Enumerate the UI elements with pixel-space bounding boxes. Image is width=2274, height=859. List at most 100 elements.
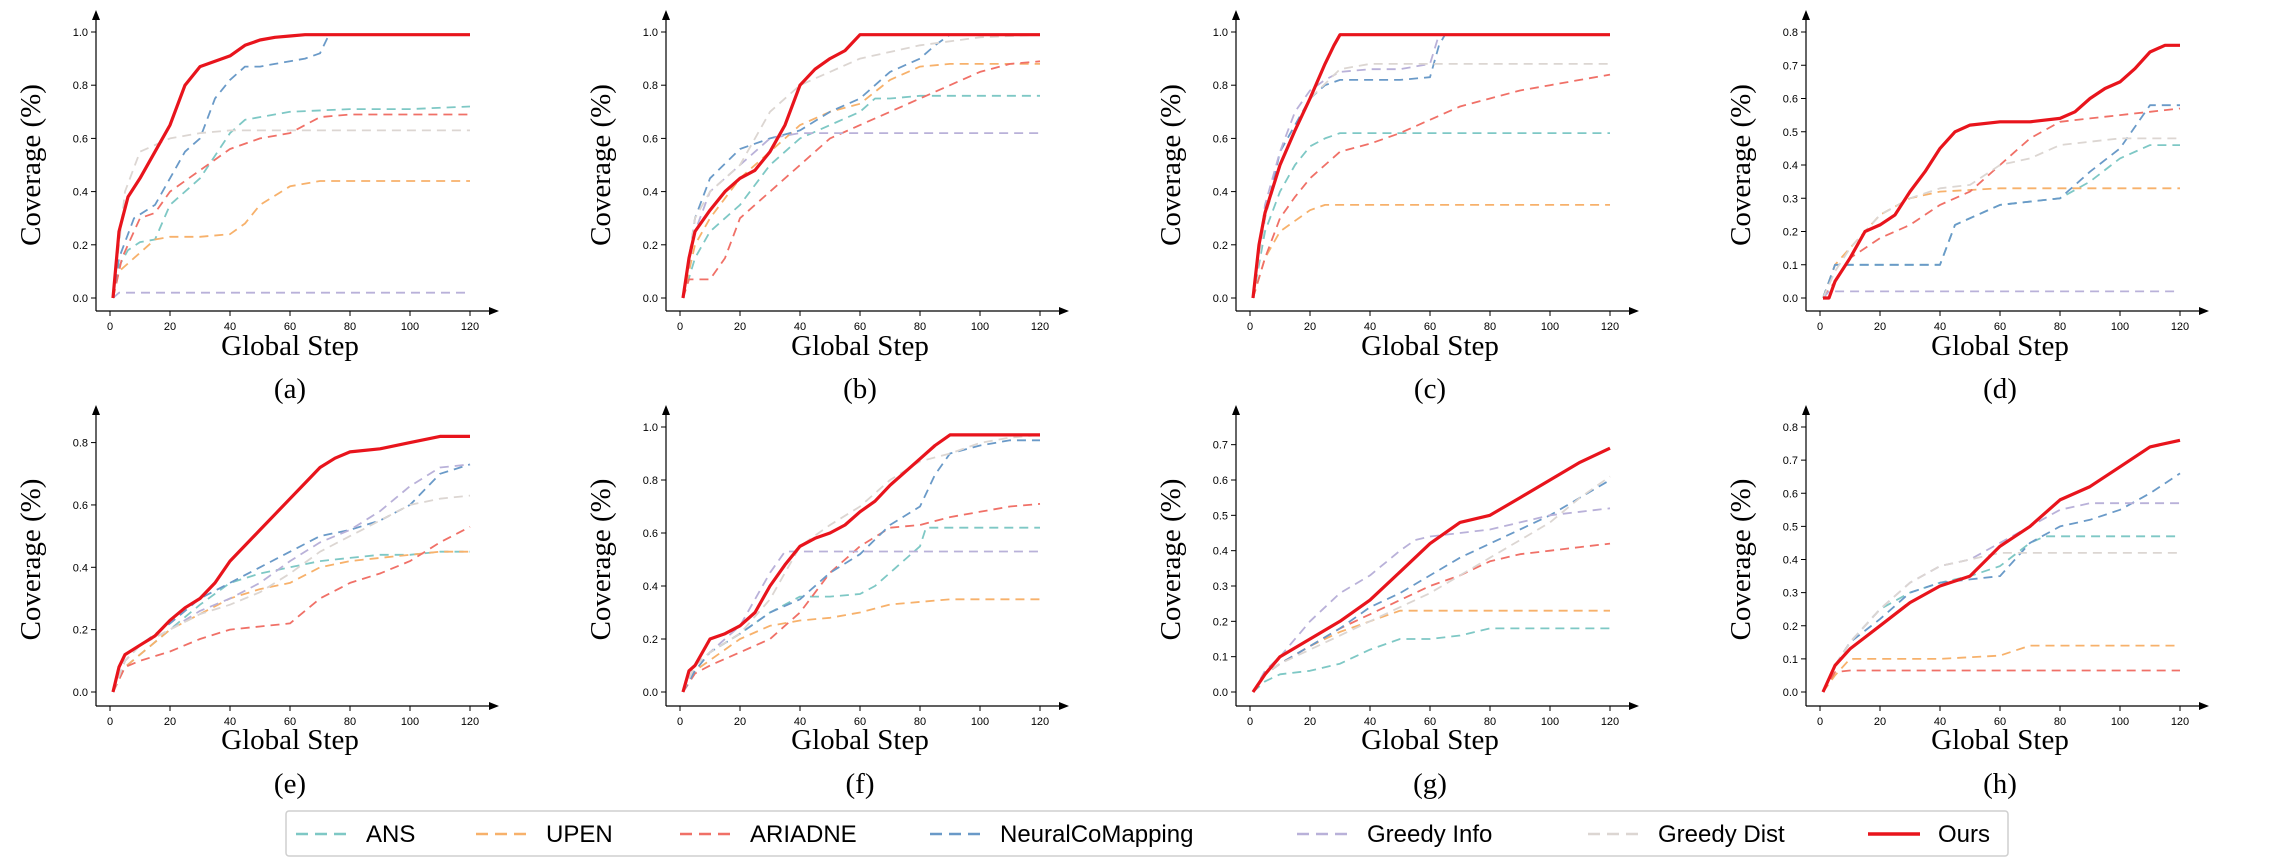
y-axis-arrow — [92, 405, 100, 415]
x-tick-label: 20 — [164, 716, 176, 728]
y-tick-label: 0.2 — [1783, 621, 1798, 633]
series-line-ans — [1252, 132, 1610, 299]
y-tick-label: 0.3 — [1783, 588, 1798, 600]
series-line-ours — [111, 434, 470, 693]
x-axis-label: Global Step — [221, 330, 359, 362]
y-axis-arrow — [662, 10, 670, 20]
x-tick-label: 120 — [1601, 321, 1619, 333]
y-tick-label: 0.4 — [1213, 546, 1228, 558]
x-tick-label: 20 — [734, 716, 746, 728]
x-tick-label: 60 — [284, 716, 296, 728]
y-tick-label: 0.8 — [1783, 27, 1798, 39]
x-tick-label: 40 — [224, 321, 236, 333]
series-line-ours — [111, 33, 470, 299]
y-tick-label: 0.6 — [73, 133, 88, 145]
y-tick-label: 0.2 — [1213, 240, 1228, 252]
series-line-ans — [112, 105, 471, 299]
chart-panel: 0.0 0.2 0.4 0.6 0.8 1.0 0 20 40 60 80 100 120 Global … — [1155, 10, 1639, 405]
panel-caption: (e) — [274, 768, 306, 800]
y-tick-label: 0.0 — [1213, 293, 1228, 305]
x-tick-label: 0 — [1247, 321, 1253, 333]
y-tick-label: 0.1 — [1783, 260, 1798, 272]
series-line-neuralcomapping — [682, 439, 1040, 693]
series-line-greedy-dist — [1252, 475, 1611, 693]
y-tick-label: 0.6 — [1213, 133, 1228, 145]
series-line-greedy-dist — [682, 434, 1041, 693]
y-axis-arrow — [92, 10, 100, 20]
x-tick-label: 20 — [1304, 321, 1316, 333]
y-tick-label: 0.5 — [1213, 510, 1228, 522]
series-line-greedy-dist — [1822, 137, 2180, 299]
series-line-greedy-dist — [112, 494, 471, 693]
series-line-ans — [682, 94, 1040, 299]
y-axis-label: Coverage (%) — [1725, 84, 1757, 246]
x-tick-label: 60 — [1994, 321, 2006, 333]
y-axis-arrow — [1802, 405, 1810, 415]
y-axis-label: Coverage (%) — [1155, 84, 1187, 246]
x-tick-label: 40 — [794, 321, 806, 333]
y-tick-label: 0.0 — [1783, 293, 1798, 305]
y-tick-label: 0.0 — [1783, 687, 1798, 699]
x-tick-label: 20 — [1874, 716, 1886, 728]
x-axis-arrow — [2199, 307, 2209, 315]
x-tick-label: 20 — [164, 321, 176, 333]
y-tick-label: 0.8 — [1783, 422, 1798, 434]
series-line-ans — [1252, 627, 1610, 693]
x-tick-label: 0 — [1247, 716, 1253, 728]
series-line-ariadne — [112, 113, 470, 299]
series-line-upen — [1252, 609, 1610, 693]
x-tick-label: 120 — [2171, 716, 2189, 728]
y-tick-label: 0.1 — [1213, 652, 1228, 664]
series-line-greedy-info — [682, 132, 1040, 299]
x-tick-label: 60 — [1424, 716, 1436, 728]
series-line-ariadne — [1822, 669, 2180, 693]
y-axis-arrow — [1232, 10, 1240, 20]
x-tick-label: 80 — [2054, 716, 2066, 728]
x-axis-arrow — [1629, 702, 1639, 710]
y-tick-label: 0.8 — [73, 438, 88, 450]
y-axis-label: Coverage (%) — [585, 84, 617, 246]
x-tick-label: 60 — [1994, 716, 2006, 728]
y-tick-label: 1.0 — [643, 27, 658, 39]
y-tick-label: 0.0 — [643, 293, 658, 305]
x-tick-label: 0 — [107, 321, 113, 333]
legend-label: NeuralCoMapping — [1000, 821, 1193, 848]
chart-panel: 0.0 0.2 0.4 0.6 0.8 0 20 40 60 80 100 120 Global Ste… — [15, 405, 499, 800]
panel-caption: (b) — [843, 373, 877, 405]
y-tick-label: 0.4 — [1783, 555, 1798, 567]
y-tick-label: 0.7 — [1783, 455, 1798, 467]
y-tick-label: 0.4 — [1783, 160, 1798, 172]
panel-caption: (f) — [846, 768, 875, 800]
x-axis-label: Global Step — [1931, 330, 2069, 362]
x-tick-label: 120 — [1031, 716, 1049, 728]
x-tick-label: 0 — [677, 321, 683, 333]
x-tick-label: 120 — [1031, 321, 1049, 333]
x-axis-label: Global Step — [221, 724, 359, 756]
x-axis-arrow — [489, 702, 499, 710]
series-line-upen — [112, 550, 470, 693]
series-line-greedy-dist — [682, 33, 1041, 299]
series-line-ours — [681, 33, 1040, 299]
y-axis-arrow — [1232, 405, 1240, 415]
y-tick-label: 0.4 — [1213, 187, 1228, 199]
x-axis-arrow — [2199, 702, 2209, 710]
y-tick-label: 0.4 — [643, 187, 658, 199]
series-line-greedy-dist — [112, 129, 470, 299]
x-tick-label: 0 — [677, 716, 683, 728]
y-axis-label: Coverage (%) — [1725, 479, 1757, 641]
series-line-upen — [1822, 187, 2180, 299]
y-tick-label: 0.2 — [1213, 616, 1228, 628]
series-line-neuralcomapping — [1822, 472, 2181, 693]
y-tick-label: 0.6 — [1213, 475, 1228, 487]
x-tick-label: 120 — [461, 321, 479, 333]
y-tick-label: 0.8 — [643, 475, 658, 487]
x-tick-label: 80 — [344, 321, 356, 333]
x-tick-label: 60 — [284, 321, 296, 333]
x-tick-label: 100 — [971, 321, 989, 333]
y-tick-label: 0.7 — [1213, 440, 1228, 452]
y-tick-label: 1.0 — [73, 27, 88, 39]
series-line-ariadne — [1822, 107, 2181, 299]
y-axis-label: Coverage (%) — [585, 479, 617, 641]
y-tick-label: 0.4 — [73, 187, 88, 199]
